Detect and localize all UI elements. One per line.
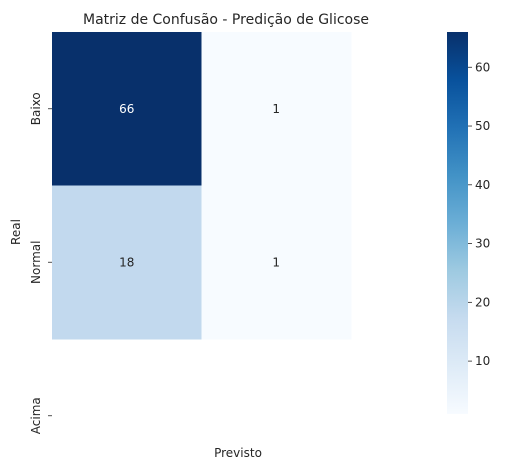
colorbar-ticks: 10 20 30 40 50 60 — [468, 60, 490, 368]
colorbar-tick-label-5: 60 — [475, 60, 490, 74]
x-axis-label: Previsto — [214, 446, 262, 460]
chart-title: Matriz de Confusão - Predição de Glicose — [83, 12, 369, 28]
y-tick-label-1: Normal — [29, 241, 43, 284]
heatmap-cell-1-0 — [52, 185, 202, 340]
heatmap-cell-labels: 66 1 18 1 — [119, 102, 280, 270]
colorbar-tick-label-1: 20 — [475, 295, 490, 309]
y-tick-label-2: Acima — [29, 397, 43, 434]
heatmap-cell-label-1-1: 1 — [272, 255, 280, 269]
heatmap-cell-label-1-0: 18 — [119, 255, 134, 269]
heatmap-cell-0-1 — [201, 32, 352, 186]
colorbar-tick-label-2: 30 — [475, 237, 490, 251]
heatmap-cell-label-0-1: 1 — [272, 102, 280, 116]
y-tick-label-0: Baixo — [29, 92, 43, 125]
heatmap-cells — [52, 32, 352, 340]
heatmap-cell-0-0 — [52, 32, 202, 186]
colorbar: 10 20 30 40 50 60 — [447, 32, 490, 414]
heatmap-cell-label-0-0: 66 — [119, 102, 134, 116]
colorbar-gradient — [447, 32, 468, 414]
colorbar-tick-label-4: 50 — [475, 119, 490, 133]
heatmap-cell-1-1 — [201, 185, 352, 340]
colorbar-tick-label-3: 40 — [475, 178, 490, 192]
colorbar-tick-label-0: 10 — [475, 354, 490, 368]
y-axis-label: Real — [9, 219, 23, 245]
y-axis-ticks: Baixo Normal Acima — [29, 92, 52, 434]
